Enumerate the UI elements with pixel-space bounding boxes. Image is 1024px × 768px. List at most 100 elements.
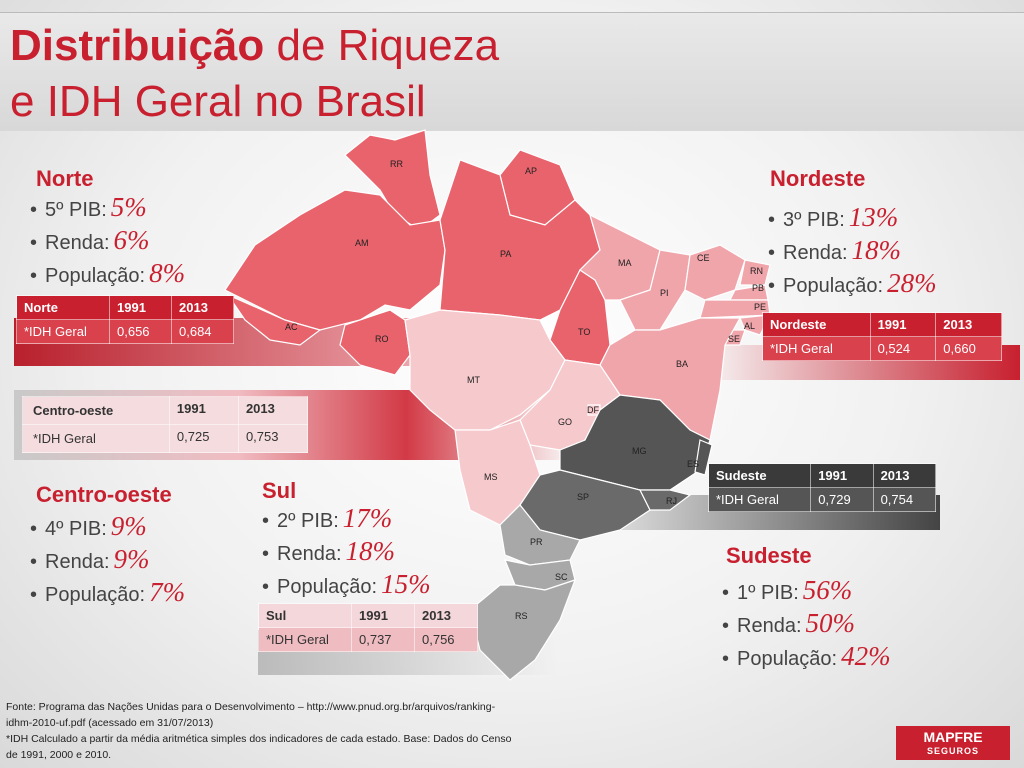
sul-td-2013: 0,756	[414, 627, 478, 652]
label-pe: PE	[754, 302, 766, 312]
label-sp: SP	[577, 492, 589, 502]
state-pr	[499, 504, 581, 566]
label-ce: CE	[697, 253, 710, 263]
sudeste-table: Sudeste 1991 2013 *IDH Geral 0,729 0,754	[707, 463, 937, 512]
sul-renda: • Renda: 18%	[262, 536, 396, 566]
centro-renda: • Renda: 9%	[30, 544, 150, 574]
centro-pop: • População: 7%	[30, 577, 186, 607]
centro-td-2013: 0,753	[237, 424, 309, 453]
nordeste-pop: • População: 28%	[768, 268, 937, 298]
sudeste-td-2013: 0,754	[872, 487, 937, 512]
sudeste-th-2013: 2013	[872, 463, 937, 488]
nordeste-pib: • 3º PIB: 13%	[768, 202, 899, 232]
footer-line4: de 1991, 2000 e 2010.	[6, 749, 112, 761]
norte-title: Norte	[36, 166, 94, 191]
norte-td-2013: 0,684	[171, 319, 234, 344]
label-mt: MT	[467, 375, 480, 385]
label-pa: PA	[500, 249, 511, 259]
state-ac	[226, 293, 322, 346]
nordeste-th-1991: 1991	[869, 312, 937, 337]
nordeste-stats: • 3º PIB: 13% • Renda: 18% • População: 28%	[768, 201, 937, 300]
source-footnote: Fonte: Programa das Nações Unidas para o…	[6, 699, 566, 763]
label-pr: PR	[530, 537, 543, 547]
nordeste-title: Nordeste	[770, 166, 866, 191]
norte-stats: • 5º PIB: 5% • Renda: 6% • População: 8%	[30, 191, 185, 290]
footer-line1: Fonte: Programa das Nações Unidas para o…	[6, 701, 496, 713]
state-ma	[579, 213, 661, 301]
centro-table: Centro-oeste 1991 2013 *IDH Geral 0,725 0,75…	[22, 396, 309, 453]
nordeste-table: Nordeste 1991 2013 *IDH Geral 0,524 0,660	[762, 312, 1002, 361]
centro-th-1991: 1991	[168, 396, 239, 425]
norte-td-1991: 0,656	[109, 319, 172, 344]
mapfre-logo: MAPFRE SEGUROS	[896, 726, 1010, 760]
label-al: AL	[744, 321, 755, 331]
centro-th-2013: 2013	[237, 396, 309, 425]
nordeste-renda: • Renda: 18%	[768, 235, 902, 265]
sudeste-pib: • 1º PIB: 56%	[722, 575, 853, 605]
label-mg: MG	[632, 446, 647, 456]
state-rj	[639, 489, 692, 511]
norte-th-2013: 2013	[171, 295, 234, 320]
label-am: AM	[355, 238, 369, 248]
label-ap: AP	[525, 166, 537, 176]
sul-title: Sul	[262, 478, 297, 503]
label-ro: RO	[375, 334, 389, 344]
sudeste-renda: • Renda: 50%	[722, 608, 856, 638]
centro-th-region: Centro-oeste	[22, 396, 170, 425]
label-df: DF	[587, 405, 599, 415]
norte-pop: • População: 8%	[30, 258, 186, 288]
nordeste-td-label: *IDH Geral	[762, 336, 871, 361]
title-line2: e IDH Geral no Brasil	[10, 77, 426, 126]
label-to: TO	[578, 327, 590, 337]
centro-pib: • 4º PIB: 9%	[30, 511, 147, 541]
sudeste-stats: • 1º PIB: 56% • Renda: 50% • População: 42%	[722, 574, 891, 673]
sul-stats: • 2º PIB: 17% • Renda: 18% • População: 15%	[262, 502, 431, 601]
sudeste-th-1991: 1991	[810, 463, 874, 488]
title-rest: de Riqueza	[264, 21, 500, 70]
sudeste-th-region: Sudeste	[707, 463, 812, 488]
label-rs: RS	[515, 611, 528, 621]
norte-td-label: *IDH Geral	[16, 319, 110, 344]
logo-name: MAPFRE	[923, 729, 983, 745]
sul-th-2013: 2013	[414, 603, 478, 628]
sul-pib: • 2º PIB: 17%	[262, 503, 393, 533]
footer-line3: *IDH Calculado a partir da média aritmét…	[6, 733, 512, 745]
label-ma: MA	[618, 258, 632, 268]
centro-stats: • 4º PIB: 9% • Renda: 9% • População: 7%	[30, 510, 185, 609]
norte-table: Norte 1991 2013 *IDH Geral 0,656 0,684	[16, 295, 234, 344]
label-ac: AC	[285, 322, 298, 332]
norte-renda: • Renda: 6%	[30, 225, 150, 255]
page-title: Distribuição de Riqueza e IDH Geral no B…	[10, 18, 499, 130]
sudeste-title: Sudeste	[726, 543, 812, 568]
sul-table: Sul 1991 2013 *IDH Geral 0,737 0,756	[258, 603, 478, 652]
label-ba: BA	[676, 359, 688, 369]
norte-th-region: Norte	[16, 295, 110, 320]
label-go: GO	[558, 417, 572, 427]
sudeste-td-label: *IDH Geral	[707, 487, 812, 512]
norte-pib: • 5º PIB: 5%	[30, 192, 147, 222]
state-ro	[339, 309, 411, 376]
label-rj: RJ	[666, 496, 677, 506]
footer-line2: idhm-2010-uf.pdf (acessado em 31/07/2013…	[6, 717, 214, 729]
label-pb: PB	[752, 283, 764, 293]
sul-pop: • População: 15%	[262, 569, 431, 599]
label-rr: RR	[390, 159, 403, 169]
title-bold: Distribuição	[10, 21, 265, 70]
label-rn: RN	[750, 266, 763, 276]
state-rs	[469, 579, 577, 681]
centro-td-label: *IDH Geral	[22, 424, 170, 453]
logo-sub: SEGUROS	[926, 746, 979, 756]
label-ms: MS	[484, 472, 498, 482]
sudeste-pop: • População: 42%	[722, 641, 891, 671]
label-pi: PI	[660, 288, 669, 298]
nordeste-th-2013: 2013	[935, 312, 1002, 337]
centro-title: Centro-oeste	[36, 482, 172, 507]
title-bar	[0, 12, 1024, 131]
label-sc: SC	[555, 572, 568, 582]
label-es: ES	[687, 459, 699, 469]
sul-th-region: Sul	[258, 603, 352, 628]
nordeste-td-2013: 0,660	[935, 336, 1002, 361]
norte-th-1991: 1991	[109, 295, 172, 320]
sul-th-1991: 1991	[351, 603, 415, 628]
